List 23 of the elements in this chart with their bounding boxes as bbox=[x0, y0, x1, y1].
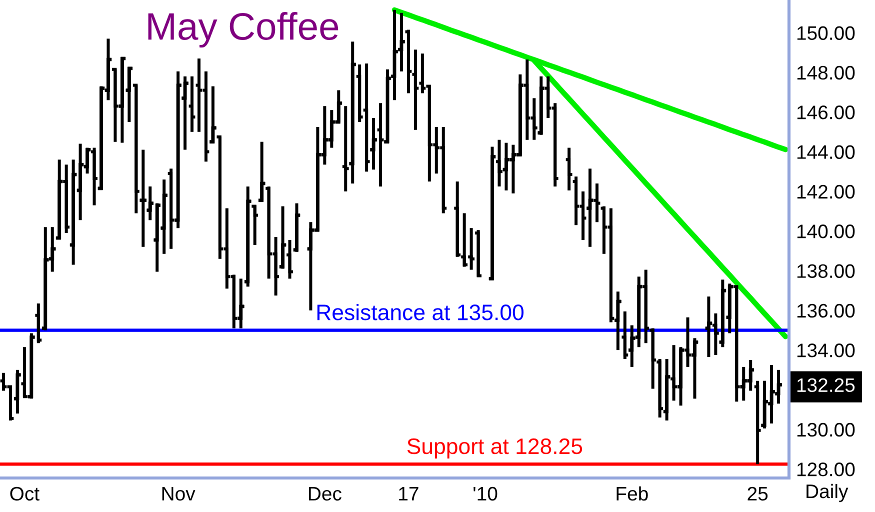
y-tick-label: 140.00 bbox=[797, 224, 855, 238]
ref-line-label: Support at 128.25 bbox=[407, 438, 582, 459]
y-tick-label: 134.00 bbox=[797, 344, 855, 358]
y-tick-label: 136.00 bbox=[797, 304, 855, 318]
y-tick-label: 130.00 bbox=[797, 422, 855, 437]
ref-line-label: Resistance at 135.00 bbox=[317, 304, 524, 320]
x-tick-label: 25 bbox=[748, 486, 768, 501]
y-tick-label: 142.00 bbox=[797, 184, 855, 199]
x-axis-title: Daily bbox=[806, 484, 848, 502]
y-tick-label: 144.00 bbox=[797, 145, 855, 159]
x-tick-label: '10 bbox=[474, 486, 498, 501]
y-tick-label: 128.00 bbox=[797, 462, 855, 476]
y-tick-label: 148.00 bbox=[797, 66, 855, 80]
chart-title: May Coffee bbox=[148, 12, 338, 48]
y-tick-label: 138.00 bbox=[797, 264, 855, 278]
x-tick-label: Dec bbox=[308, 487, 342, 501]
x-tick-label: Feb bbox=[616, 486, 648, 501]
x-tick-label: 17 bbox=[399, 487, 418, 500]
y-tick-label: 146.00 bbox=[797, 106, 855, 120]
y-tick-label: 132.25 bbox=[797, 378, 855, 392]
y-tick-label: 150.00 bbox=[797, 26, 855, 40]
x-tick-label: Nov bbox=[162, 487, 196, 501]
x-tick-label: Oct bbox=[10, 486, 40, 501]
